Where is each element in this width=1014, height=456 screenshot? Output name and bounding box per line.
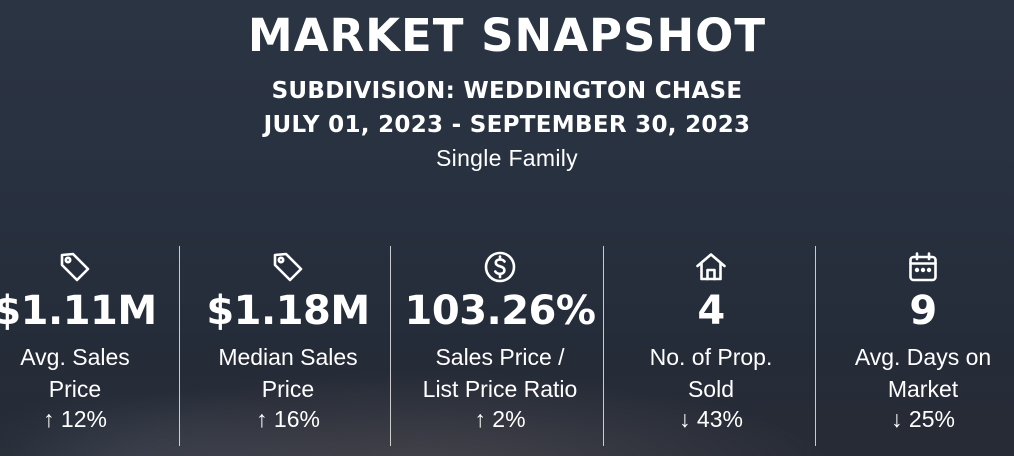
stat-label: No. of Prop. Sold	[606, 341, 816, 405]
stat-change: ↑ 16%	[256, 406, 320, 432]
stat-label: Avg. Sales Price	[0, 341, 180, 405]
stat-value: 103.26%	[404, 288, 596, 334]
price-tag-icon	[58, 250, 92, 284]
stat-value: $1.18M	[206, 288, 370, 334]
stat-label-line: Price	[261, 376, 315, 402]
stat-change: ↑ 2%	[474, 406, 526, 432]
stat-label-line: Market	[887, 376, 959, 402]
house-icon	[694, 250, 728, 284]
divider	[815, 246, 816, 446]
stat-avg-sales-price: $1.11M Avg. Sales Price ↑ 12%	[0, 244, 180, 446]
page-title: MARKET SNAPSHOT	[247, 9, 767, 62]
stat-label-line: Avg. Days on	[854, 344, 992, 370]
subdivision-label: SUBDIVISION: WEDDINGTON CHASE	[271, 78, 743, 104]
calendar-icon	[906, 250, 940, 284]
stat-label: Sales Price / List Price Ratio	[395, 341, 605, 405]
stat-change: ↓ 25%	[891, 406, 955, 432]
date-range: JULY 01, 2023 - SEPTEMBER 30, 2023	[263, 112, 751, 138]
stat-label-line: Avg. Sales	[20, 344, 130, 370]
dollar-circle-icon	[483, 250, 517, 284]
stat-value: 4	[697, 288, 725, 334]
stat-label: Median Sales Price	[183, 341, 393, 405]
stat-change: ↑ 12%	[43, 406, 107, 432]
stats-row: $1.11M Avg. Sales Price ↑ 12% $1.18M Med…	[0, 244, 1014, 446]
stat-label: Avg. Days on Market	[818, 341, 1014, 405]
stat-change: ↓ 43%	[679, 406, 743, 432]
divider	[179, 246, 180, 446]
stat-label-line: Price	[48, 376, 102, 402]
stat-label-line: No. of Prop.	[649, 344, 773, 370]
divider	[603, 246, 604, 446]
stat-properties-sold: 4 No. of Prop. Sold ↓ 43%	[606, 244, 816, 446]
stat-label-line: Sales Price /	[435, 344, 565, 370]
stat-value: $1.11M	[0, 288, 157, 334]
stat-label-line: Median Sales	[218, 344, 358, 370]
property-type: Single Family	[436, 145, 578, 171]
price-tag-icon	[271, 250, 305, 284]
stat-median-sales-price: $1.18M Median Sales Price ↑ 16%	[183, 244, 393, 446]
stat-label-line: List Price Ratio	[422, 376, 578, 402]
stat-sales-list-ratio: 103.26% Sales Price / List Price Ratio ↑…	[395, 244, 605, 446]
stat-label-line: Sold	[687, 376, 735, 402]
divider	[390, 246, 391, 446]
stat-days-on-market: 9 Avg. Days on Market ↓ 25%	[818, 244, 1014, 446]
stat-value: 9	[909, 288, 937, 334]
